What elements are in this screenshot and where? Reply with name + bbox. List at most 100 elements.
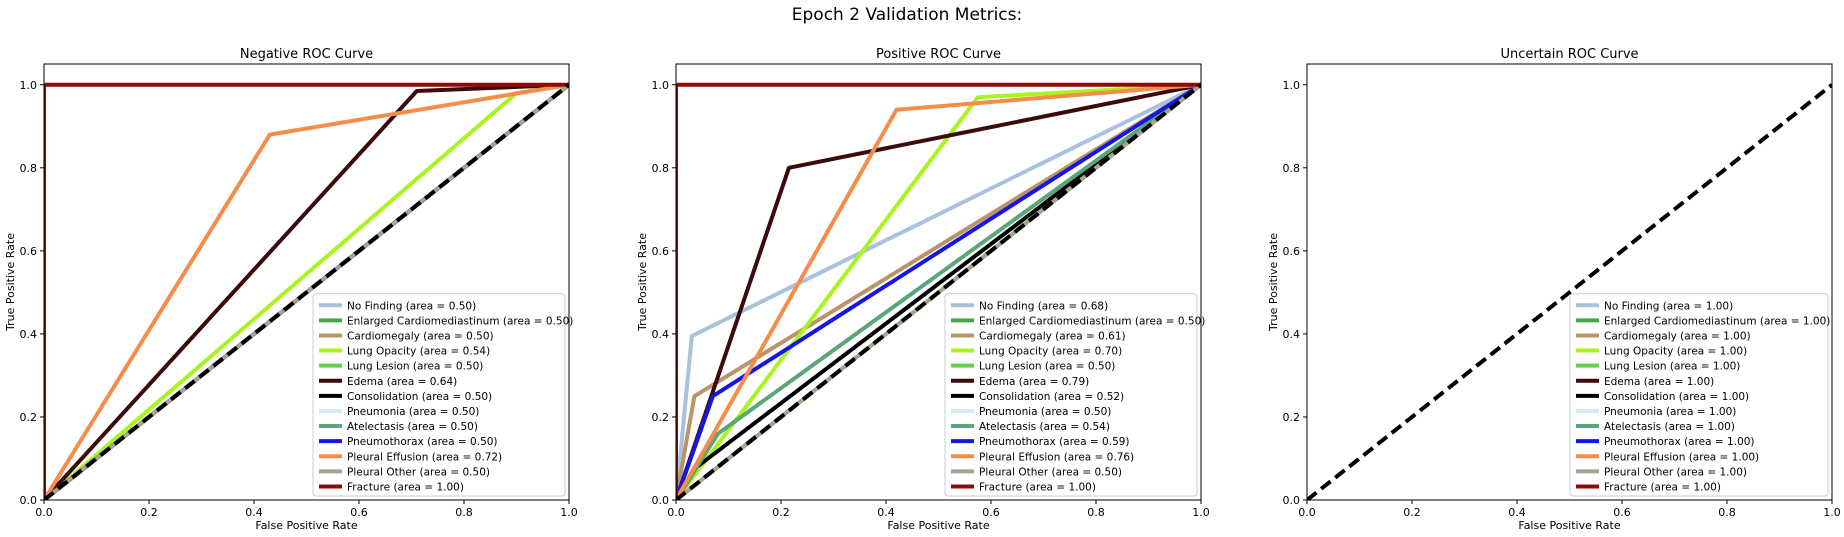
legend: No Finding (area = 0.68) Enlarged Cardiom… — [944, 293, 1205, 497]
legend-box — [1569, 293, 1829, 497]
plot-lines — [676, 82, 1201, 500]
legend-entry: Atelectasis (area = 0.54) — [979, 421, 1110, 433]
legend-entry: Enlarged Cardiomediastinum (area = 0.50) — [347, 315, 573, 327]
x-tick-label: 1.0 — [1192, 506, 1210, 519]
figure-suptitle: Epoch 2 Validation Metrics: — [792, 5, 1022, 25]
legend-entry: Lung Opacity (area = 0.70) — [979, 346, 1122, 358]
roc-line-6 — [44, 82, 569, 500]
chance-diagonal-line — [1307, 83, 1832, 500]
chance-diagonal-line — [676, 83, 1201, 500]
legend-entry: Fracture (area = 1.00) — [347, 481, 464, 493]
legend-entry: No Finding (area = 0.68) — [979, 300, 1108, 312]
legend-entry: Lung Lesion (area = 1.00) — [1604, 361, 1740, 373]
x-tick-label: 0.0 — [1298, 506, 1316, 519]
y-tick-label: 0.6 — [652, 245, 670, 258]
x-tick-label: 1.0 — [560, 506, 578, 519]
y-tick-label: 0.4 — [652, 328, 670, 341]
legend-entry: Lung Lesion (area = 0.50) — [979, 361, 1115, 373]
chart-panel-2: Positive ROC Curve 0.0 0.2 0.4 0.6 0.8 1.0 0.0 0… — [636, 47, 1210, 532]
panel-title: Positive ROC Curve — [876, 47, 1001, 62]
x-tick-label: 0.4 — [1508, 506, 1526, 519]
plot-lines — [1307, 83, 1832, 500]
y-tick-label: 0.8 — [20, 162, 38, 175]
y-axis-label: True Positive Rate — [1267, 233, 1280, 332]
legend-entry: No Finding (area = 0.50) — [347, 300, 476, 312]
legend-entry: Cardiomegaly (area = 1.00) — [1604, 330, 1751, 342]
y-tick-label: 0.4 — [1283, 328, 1301, 341]
y-tick-label: 1.0 — [20, 79, 38, 92]
legend-entry: Pneumothorax (area = 0.59) — [979, 436, 1130, 448]
roc-line-11 — [44, 82, 569, 500]
axes-frame — [1306, 63, 1833, 501]
y-tick-label: 1.0 — [652, 79, 670, 92]
x-tick-label: 0.0 — [35, 506, 53, 519]
roc-line-10 — [676, 83, 1201, 500]
roc-line-3 — [676, 83, 1201, 500]
axes-frame — [675, 63, 1202, 501]
legend-entry: Atelectasis (area = 1.00) — [1604, 421, 1735, 433]
legend: No Finding (area = 0.50) Enlarged Cardiom… — [312, 293, 573, 497]
y-tick-label: 0.8 — [652, 162, 670, 175]
roc-line-1 — [676, 83, 1201, 500]
x-axis-label: False Positive Rate — [887, 519, 989, 532]
roc-line-6 — [676, 82, 1201, 500]
legend-entry: Pneumonia (area = 0.50) — [347, 406, 479, 418]
legend-entry: Pleural Other (area = 0.50) — [979, 466, 1122, 478]
x-axis-label: False Positive Rate — [1518, 519, 1620, 532]
legend-entry: Consolidation (area = 1.00) — [1604, 391, 1749, 403]
legend-entry: Fracture (area = 1.00) — [1604, 481, 1721, 493]
roc-line-13 — [676, 82, 1201, 500]
x-tick-label: 0.2 — [772, 506, 790, 519]
x-tick-label: 0.6 — [1613, 506, 1631, 519]
x-tick-label: 0.6 — [982, 506, 1000, 519]
y-tick-label: 0.0 — [20, 494, 38, 507]
legend-entry: Consolidation (area = 0.52) — [979, 391, 1124, 403]
legend-entry: Lung Opacity (area = 0.54) — [347, 346, 490, 358]
y-tick-label: 0.8 — [1283, 162, 1301, 175]
legend-entry: Pleural Effusion (area = 0.72) — [347, 451, 502, 463]
legend-entry: Pleural Effusion (area = 1.00) — [1604, 451, 1759, 463]
y-tick-label: 0.4 — [20, 328, 38, 341]
y-axis-label: True Positive Rate — [4, 233, 17, 332]
y-tick-label: 0.6 — [1283, 245, 1301, 258]
legend-entry: Pneumonia (area = 0.50) — [979, 406, 1111, 418]
legend-box — [312, 293, 566, 497]
legend-entry: Pneumothorax (area = 1.00) — [1604, 436, 1755, 448]
axes-frame — [43, 63, 570, 501]
legend-entry: Edema (area = 0.64) — [347, 376, 457, 388]
chance-diagonal-line — [44, 83, 569, 500]
y-tick-label: 0.0 — [652, 494, 670, 507]
y-tick-label: 1.0 — [1283, 79, 1301, 92]
y-axis-label: True Positive Rate — [636, 233, 649, 332]
x-tick-label: 0.4 — [877, 506, 895, 519]
legend-entry: Consolidation (area = 0.50) — [347, 391, 492, 403]
y-tick-label: 0.2 — [1283, 411, 1301, 424]
legend-entry: Edema (area = 1.00) — [1604, 376, 1714, 388]
x-tick-label: 1.0 — [1823, 506, 1841, 519]
x-axis-label: False Positive Rate — [255, 519, 357, 532]
legend-entry: Pleural Other (area = 0.50) — [347, 466, 490, 478]
x-tick-label: 0.8 — [1718, 506, 1736, 519]
legend-box — [944, 293, 1198, 497]
panel-title: Negative ROC Curve — [240, 47, 373, 62]
legend-entry: Edema (area = 0.79) — [979, 376, 1089, 388]
legend-entry: Pleural Effusion (area = 0.76) — [979, 451, 1134, 463]
legend-entry: Lung Opacity (area = 1.00) — [1604, 346, 1747, 358]
chart-panel-3: Uncertain ROC Curve 0.0 0.2 0.4 0.6 0.8 1.0 0.0… — [1267, 47, 1841, 532]
panel-title: Uncertain ROC Curve — [1500, 47, 1638, 62]
y-tick-label: 0.2 — [20, 411, 38, 424]
legend-entry: Cardiomegaly (area = 0.50) — [347, 330, 494, 342]
legend-entry: Fracture (area = 1.00) — [979, 481, 1096, 493]
legend-entry: Cardiomegaly (area = 0.61) — [979, 330, 1126, 342]
legend-entry: Enlarged Cardiomediastinum (area = 0.50) — [979, 315, 1205, 327]
legend-entry: Atelectasis (area = 0.50) — [347, 421, 478, 433]
x-tick-label: 0.8 — [455, 506, 473, 519]
x-tick-label: 0.8 — [1087, 506, 1105, 519]
legend-entry: Enlarged Cardiomediastinum (area = 1.00) — [1604, 315, 1830, 327]
legend-entry: Pneumonia (area = 1.00) — [1604, 406, 1736, 418]
legend-entry: Lung Lesion (area = 0.50) — [347, 361, 483, 373]
y-tick-label: 0.0 — [1283, 494, 1301, 507]
legend-entry: No Finding (area = 1.00) — [1604, 300, 1733, 312]
x-tick-label: 0.0 — [667, 506, 685, 519]
